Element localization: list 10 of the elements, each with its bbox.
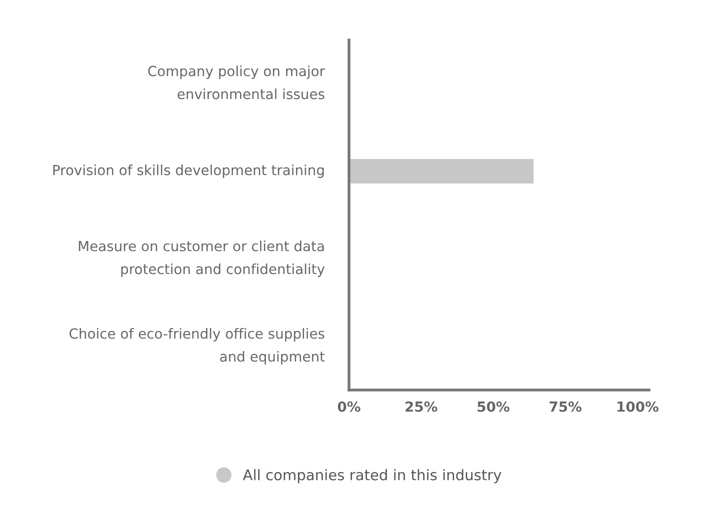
y-tick-label: Measure on customer or client data protection and confidentiality	[78, 240, 325, 277]
x-tick-label: 50%	[478, 401, 510, 412]
legend-label: All companies rated in this industry	[242, 469, 502, 484]
x-tick-label: 0%	[338, 401, 360, 412]
x-tick-label: 75%	[550, 401, 582, 412]
y-tick-label: Company policy on major environmental issues	[148, 66, 325, 100]
y-tick-label: Choice of eco-friendly office supplies and equipment	[70, 328, 325, 364]
y-tick-label: Provision of skills development training	[53, 164, 324, 178]
x-tick-label: 100%	[618, 401, 658, 412]
x-tick-label: 25%	[406, 401, 438, 412]
